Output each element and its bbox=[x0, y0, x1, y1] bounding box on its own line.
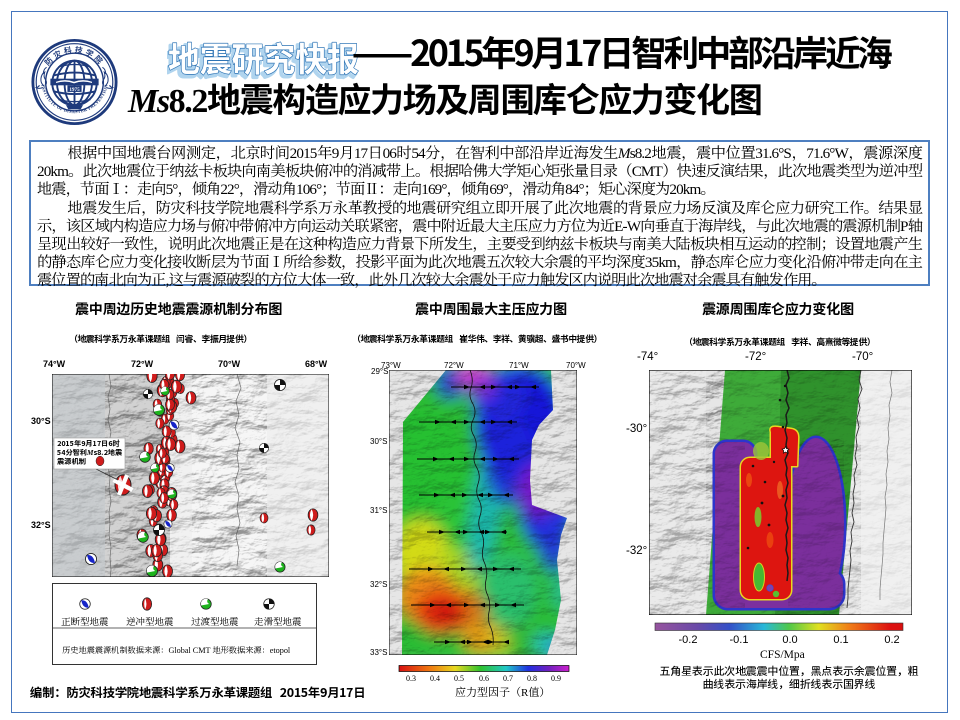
svg-text:2015年9月17日6时: 2015年9月17日6时 bbox=[57, 439, 120, 449]
svg-text:0.3: 0.3 bbox=[406, 674, 416, 683]
svg-text:过渡型地震: 过渡型地震 bbox=[191, 616, 239, 628]
svg-text:-0.1: -0.1 bbox=[730, 634, 749, 646]
svg-text:0.8: 0.8 bbox=[527, 674, 537, 683]
svg-text:地震研究快报: 地震研究快报 bbox=[168, 34, 359, 82]
svg-text:0.0: 0.0 bbox=[782, 634, 797, 646]
svg-text:正断型地震: 正断型地震 bbox=[61, 616, 109, 628]
svg-text:0.7: 0.7 bbox=[503, 674, 513, 683]
svg-text:0.1: 0.1 bbox=[833, 634, 848, 646]
svg-text:逆冲型地震: 逆冲型地震 bbox=[126, 616, 174, 628]
svg-text:地震研究快报: 地震研究快报 bbox=[167, 35, 357, 84]
svg-text:1975: 1975 bbox=[69, 87, 80, 93]
svg-text:震源机制: 震源机制 bbox=[56, 457, 86, 467]
svg-text:54分智利Ms8.2地震: 54分智利Ms8.2地震 bbox=[57, 448, 123, 458]
svg-text:0.4: 0.4 bbox=[430, 674, 440, 683]
svg-text:0.2: 0.2 bbox=[884, 634, 899, 646]
svg-text:0.9: 0.9 bbox=[551, 674, 561, 683]
svg-text:0.6: 0.6 bbox=[479, 674, 489, 683]
svg-text:0.5: 0.5 bbox=[454, 674, 464, 683]
svg-text:历史地震震源机制数据来源：Global CMT 地形数据来源: 历史地震震源机制数据来源：Global CMT 地形数据来源：etopol bbox=[62, 645, 291, 655]
svg-text:-0.2: -0.2 bbox=[679, 634, 698, 646]
svg-text:走滑型地震: 走滑型地震 bbox=[254, 616, 302, 628]
